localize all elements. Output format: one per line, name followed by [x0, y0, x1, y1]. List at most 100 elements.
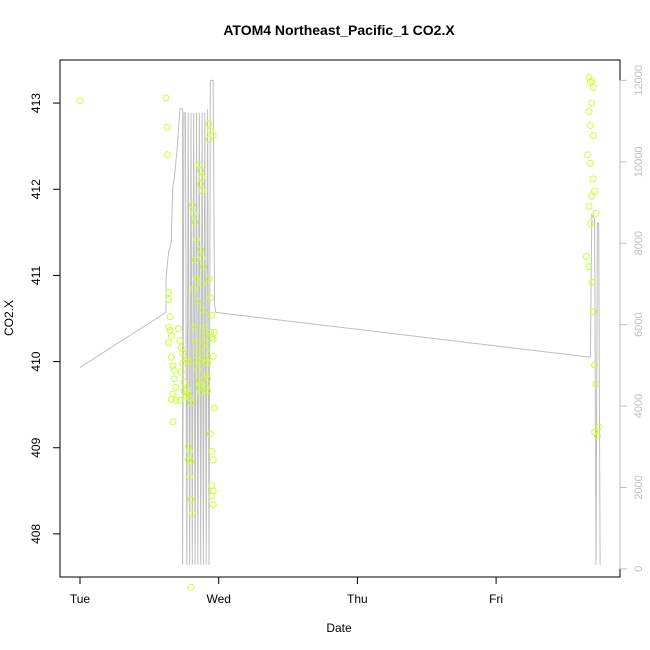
x-tick-label: Wed: [206, 592, 230, 606]
data-point: [193, 275, 200, 283]
data-point: [187, 496, 195, 503]
chart-title: ATOM4 Northeast_Pacific_1 CO2.X: [223, 22, 455, 38]
y-right-tick-label: 10000: [633, 146, 645, 177]
data-point: [198, 173, 206, 181]
y-axis-label: CO2.X: [2, 300, 16, 336]
y-tick-label: 409: [29, 437, 43, 457]
data-point: [585, 108, 593, 116]
data-point: [588, 278, 596, 286]
data-point: [209, 335, 217, 343]
data-point: [201, 354, 209, 362]
data-point: [191, 323, 199, 331]
data-point: [165, 289, 173, 297]
data-point: [169, 390, 177, 398]
data-point: [584, 151, 592, 159]
data-point: [206, 127, 214, 135]
data-point: [204, 375, 212, 383]
data-point: [197, 180, 205, 188]
data-point: [592, 209, 600, 217]
data-point: [199, 263, 207, 271]
data-point: [165, 339, 173, 347]
y-tick-label: 411: [29, 266, 43, 285]
data-point: [206, 430, 214, 438]
data-point: [195, 377, 203, 384]
data-point: [582, 253, 590, 260]
x-axis-label: Date: [326, 621, 352, 635]
data-point: [197, 166, 205, 174]
data-point: [191, 218, 199, 226]
data-point: [184, 390, 192, 398]
y-right-tick-label: 4000: [633, 394, 645, 418]
data-point: [201, 323, 209, 331]
data-point: [589, 175, 597, 183]
data-point: [172, 396, 180, 404]
data-point: [589, 84, 597, 92]
data-point: [208, 482, 216, 490]
y-right-tick-label: 8000: [633, 231, 645, 255]
data-point: [166, 313, 174, 321]
data-point: [199, 332, 207, 340]
data-point: [162, 94, 170, 102]
data-point: [202, 346, 210, 353]
data-point: [183, 356, 191, 364]
data-point: [188, 509, 196, 517]
y-right-tick-label: 0: [633, 566, 645, 572]
data-point: [168, 396, 175, 403]
data-point: [183, 385, 191, 393]
data-point: [204, 359, 212, 367]
data-point: [163, 123, 171, 131]
data-point: [198, 254, 206, 262]
data-point: [170, 366, 178, 374]
data-point: [209, 456, 217, 464]
data-point: [177, 368, 185, 376]
data-point: [588, 192, 596, 200]
data-point: [177, 344, 185, 352]
data-point: [165, 323, 173, 331]
data-point: [165, 296, 173, 303]
data-point: [205, 275, 213, 283]
data-point: [209, 132, 217, 140]
data-point: [208, 447, 216, 455]
data-point: [191, 256, 199, 264]
y-tick-label: 410: [29, 351, 43, 371]
data-point: [201, 339, 209, 347]
data-point: [586, 159, 594, 167]
data-point: [588, 77, 596, 85]
data-point: [166, 327, 174, 335]
data-point: [211, 404, 218, 412]
data-point: [188, 201, 196, 209]
y-tick-label: 412: [29, 179, 43, 199]
x-axis: Tue Wed Thu Fri: [70, 576, 503, 606]
y-tick-label: 413: [29, 93, 43, 113]
data-point: [176, 396, 184, 404]
data-point: [172, 383, 180, 391]
data-point: [186, 447, 194, 455]
point-series: [76, 73, 603, 591]
data-point: [591, 428, 599, 436]
data-point: [180, 378, 188, 386]
data-point: [195, 383, 203, 391]
data-point: [163, 151, 171, 159]
data-point: [589, 132, 597, 140]
y-axis-left: 408 409 410 411 412 413: [29, 93, 61, 544]
y-axis-right: 0 2000 4000 6000 8000 10000 12000: [619, 65, 645, 572]
data-point: [202, 383, 210, 391]
data-point: [209, 487, 217, 495]
data-point: [592, 380, 600, 388]
data-point: [591, 361, 599, 369]
line-series: [79, 79, 601, 565]
data-point: [206, 328, 214, 336]
data-point: [190, 285, 198, 293]
y-right-tick-label: 6000: [633, 312, 645, 336]
data-point: [186, 473, 194, 481]
data-point: [205, 120, 213, 128]
data-point: [195, 358, 203, 366]
data-point: [76, 97, 84, 104]
data-point: [176, 337, 184, 345]
data-point: [194, 297, 202, 305]
x-tick-label: Tue: [70, 592, 91, 606]
data-point: [184, 442, 192, 450]
data-point: [187, 458, 195, 465]
data-point: [187, 399, 195, 407]
